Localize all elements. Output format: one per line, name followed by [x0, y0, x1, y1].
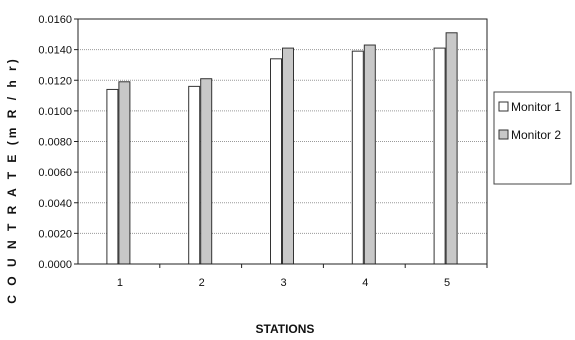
y-tick-label: 0.0000: [38, 259, 72, 271]
y-tick-label: 0.0120: [38, 75, 72, 87]
bar-monitor-1-station-1: [106, 88, 119, 265]
bar-monitor-2-station-4: [363, 44, 376, 265]
axes: [77, 18, 488, 268]
bar-series: [106, 32, 458, 265]
y-tick-label: 0.0100: [38, 106, 72, 118]
y-tick-labels: 0.0000 0.0020 0.0040 0.0060 0.0080 0.0100 0.01…: [38, 14, 72, 271]
x-tick-label: 3: [280, 277, 286, 289]
legend-swatch: [498, 101, 509, 112]
bar-monitor-2-station-2: [200, 78, 213, 265]
x-tick-label: 4: [362, 277, 368, 289]
bar-monitor-2-station-1: [118, 81, 131, 265]
x-tick-labels: 1 2 3 4 5: [117, 277, 450, 289]
y-tick-label: 0.0160: [38, 14, 72, 26]
x-tick-label: 1: [117, 277, 123, 289]
y-tick-label: 0.0040: [38, 198, 72, 210]
legend-label: Monitor 1: [511, 100, 561, 114]
legend: Monitor 1 Monitor 2: [493, 91, 572, 185]
bar-monitor-1-station-2: [188, 85, 201, 265]
y-tick-label: 0.0140: [38, 45, 72, 57]
x-tick-label: 2: [199, 277, 205, 289]
y-axis-title: C O U N T R A T E (m R / h r): [5, 56, 19, 303]
bar-monitor-1-station-5: [433, 47, 446, 265]
y-tick-label: 0.0020: [38, 228, 72, 240]
plot-area-frame: [77, 18, 488, 265]
x-axis-title: STATIONS: [256, 322, 315, 336]
bar-monitor-2-station-5: [445, 32, 458, 265]
x-tick-label: 5: [444, 277, 450, 289]
bar-monitor-2-station-3: [282, 47, 294, 265]
bar-monitor-1-station-4: [351, 50, 364, 265]
legend-label: Monitor 2: [511, 128, 561, 142]
y-tick-label: 0.0060: [38, 167, 72, 179]
bar-monitor-1-station-3: [270, 58, 282, 265]
legend-swatch: [498, 129, 509, 140]
y-tick-label: 0.0080: [38, 137, 72, 149]
